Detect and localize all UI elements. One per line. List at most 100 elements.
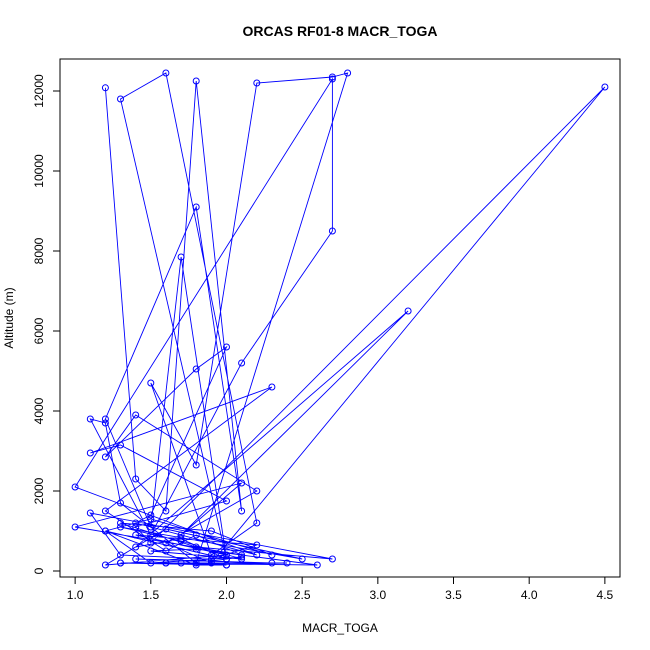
data-point <box>117 499 124 507</box>
data-point <box>207 557 215 565</box>
data-point <box>268 559 276 567</box>
data-point <box>132 523 140 531</box>
data-point <box>192 77 200 85</box>
y-tick-label: 2000 <box>32 477 46 504</box>
y-tick-label: 8000 <box>32 237 46 264</box>
data-point <box>132 519 140 527</box>
data-point <box>192 203 200 211</box>
data-point <box>283 559 291 567</box>
data-point <box>177 253 185 261</box>
y-tick-label: 12000 <box>32 74 46 108</box>
data-point <box>147 523 155 531</box>
data-point <box>101 507 109 515</box>
data-point <box>253 541 261 549</box>
data-point <box>132 543 140 551</box>
data-point <box>162 559 170 567</box>
data-point <box>101 419 109 427</box>
data-point <box>253 519 261 527</box>
data-point <box>238 507 246 515</box>
data-point <box>238 551 246 559</box>
data-point <box>162 69 170 77</box>
data-point <box>177 535 185 543</box>
data-point <box>177 537 185 545</box>
data-point <box>238 553 246 561</box>
x-tick-label: 1.5 <box>142 588 159 602</box>
data-point <box>71 483 79 491</box>
data-point <box>328 227 336 235</box>
data-point <box>117 95 124 103</box>
data-point <box>328 75 336 83</box>
data-point <box>328 555 336 563</box>
data-point <box>117 551 124 559</box>
data-point <box>86 509 94 517</box>
data-point <box>117 559 124 567</box>
x-tick-label: 2.0 <box>218 588 235 602</box>
data-point <box>192 559 200 567</box>
data-point <box>86 449 94 457</box>
data-point <box>223 551 230 559</box>
data-point <box>147 515 155 523</box>
data-point <box>101 527 109 535</box>
x-axis-label: MACR_TOGA <box>302 621 378 635</box>
data-point <box>207 527 215 535</box>
data-point <box>207 555 215 563</box>
data-point <box>132 531 140 539</box>
data-point <box>328 73 336 81</box>
data-point <box>162 547 170 555</box>
data-point <box>207 559 215 567</box>
data-point <box>223 343 230 351</box>
data-point <box>147 539 155 547</box>
data-point <box>192 561 200 569</box>
y-axis: 0 2000 4000 6000 8000 10000 12000 <box>32 74 61 574</box>
data-point <box>313 561 321 569</box>
data-point <box>601 83 609 91</box>
data-point <box>117 523 124 531</box>
data-point <box>238 479 246 487</box>
data-point <box>192 461 200 469</box>
data-point <box>298 555 306 563</box>
data-point <box>192 365 200 373</box>
data-point <box>101 561 109 569</box>
data-point <box>192 543 200 551</box>
data-point <box>268 383 276 391</box>
data-point <box>223 497 230 505</box>
data-point <box>147 547 155 555</box>
data-point <box>132 555 140 563</box>
data-point <box>177 559 185 567</box>
x-tick-label: 3.0 <box>369 588 386 602</box>
data-point <box>101 453 109 461</box>
x-tick-label: 4.5 <box>597 588 614 602</box>
data-point <box>162 525 170 533</box>
data-point <box>404 307 412 315</box>
chart-title: ORCAS RF01-8 MACR_TOGA <box>243 23 438 39</box>
y-tick-label: 10000 <box>32 154 46 188</box>
data-point <box>268 551 276 559</box>
data-point <box>147 379 155 387</box>
data-point <box>162 507 170 515</box>
y-axis-label: Altitude (m) <box>2 287 16 348</box>
data-point <box>162 539 170 547</box>
data-point <box>253 79 261 87</box>
series-line <box>74 72 606 566</box>
data-point <box>253 551 261 559</box>
y-tick-label: 4000 <box>32 397 46 424</box>
data-point <box>147 559 155 567</box>
data-point <box>344 69 352 77</box>
data-point <box>147 511 155 519</box>
data-point <box>132 475 140 483</box>
data-point <box>101 84 109 92</box>
data-point <box>192 531 200 539</box>
series-layer <box>71 69 609 569</box>
data-point <box>192 545 200 553</box>
x-tick-label: 1.0 <box>67 588 84 602</box>
x-tick-label: 2.5 <box>294 588 311 602</box>
x-tick-label: 4.0 <box>521 588 538 602</box>
x-axis: 1.0 1.5 2.0 2.5 3.0 3.5 4.0 4.5 <box>67 576 614 602</box>
data-point <box>223 561 230 569</box>
data-point <box>86 415 94 423</box>
data-point <box>253 487 261 495</box>
y-tick-label: 0 <box>32 567 46 574</box>
data-point <box>238 555 246 563</box>
